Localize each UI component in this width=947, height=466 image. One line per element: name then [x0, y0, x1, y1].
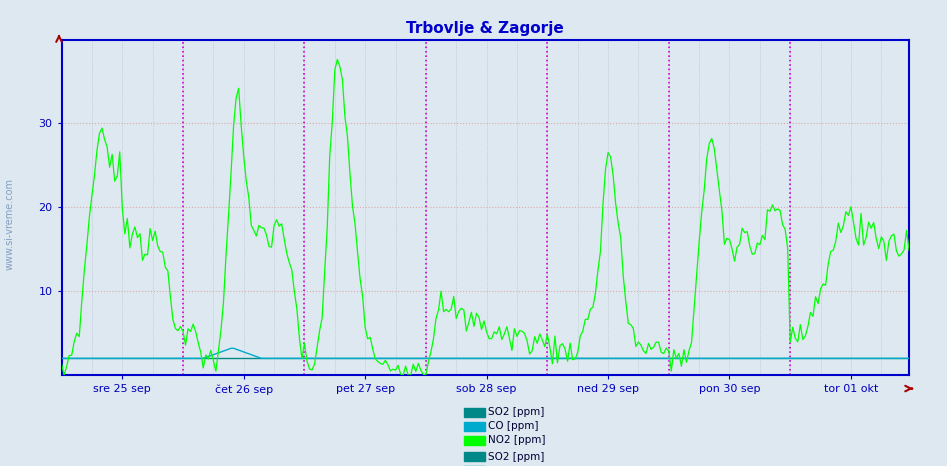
Text: SO2 [ppm]: SO2 [ppm] [488, 407, 545, 418]
Text: www.si-vreme.com: www.si-vreme.com [5, 178, 14, 270]
Title: Trbovlje & Zagorje: Trbovlje & Zagorje [406, 21, 564, 36]
Text: CO [ppm]: CO [ppm] [488, 421, 538, 432]
Text: NO2 [ppm]: NO2 [ppm] [488, 435, 545, 445]
Text: SO2 [ppm]: SO2 [ppm] [488, 452, 545, 462]
